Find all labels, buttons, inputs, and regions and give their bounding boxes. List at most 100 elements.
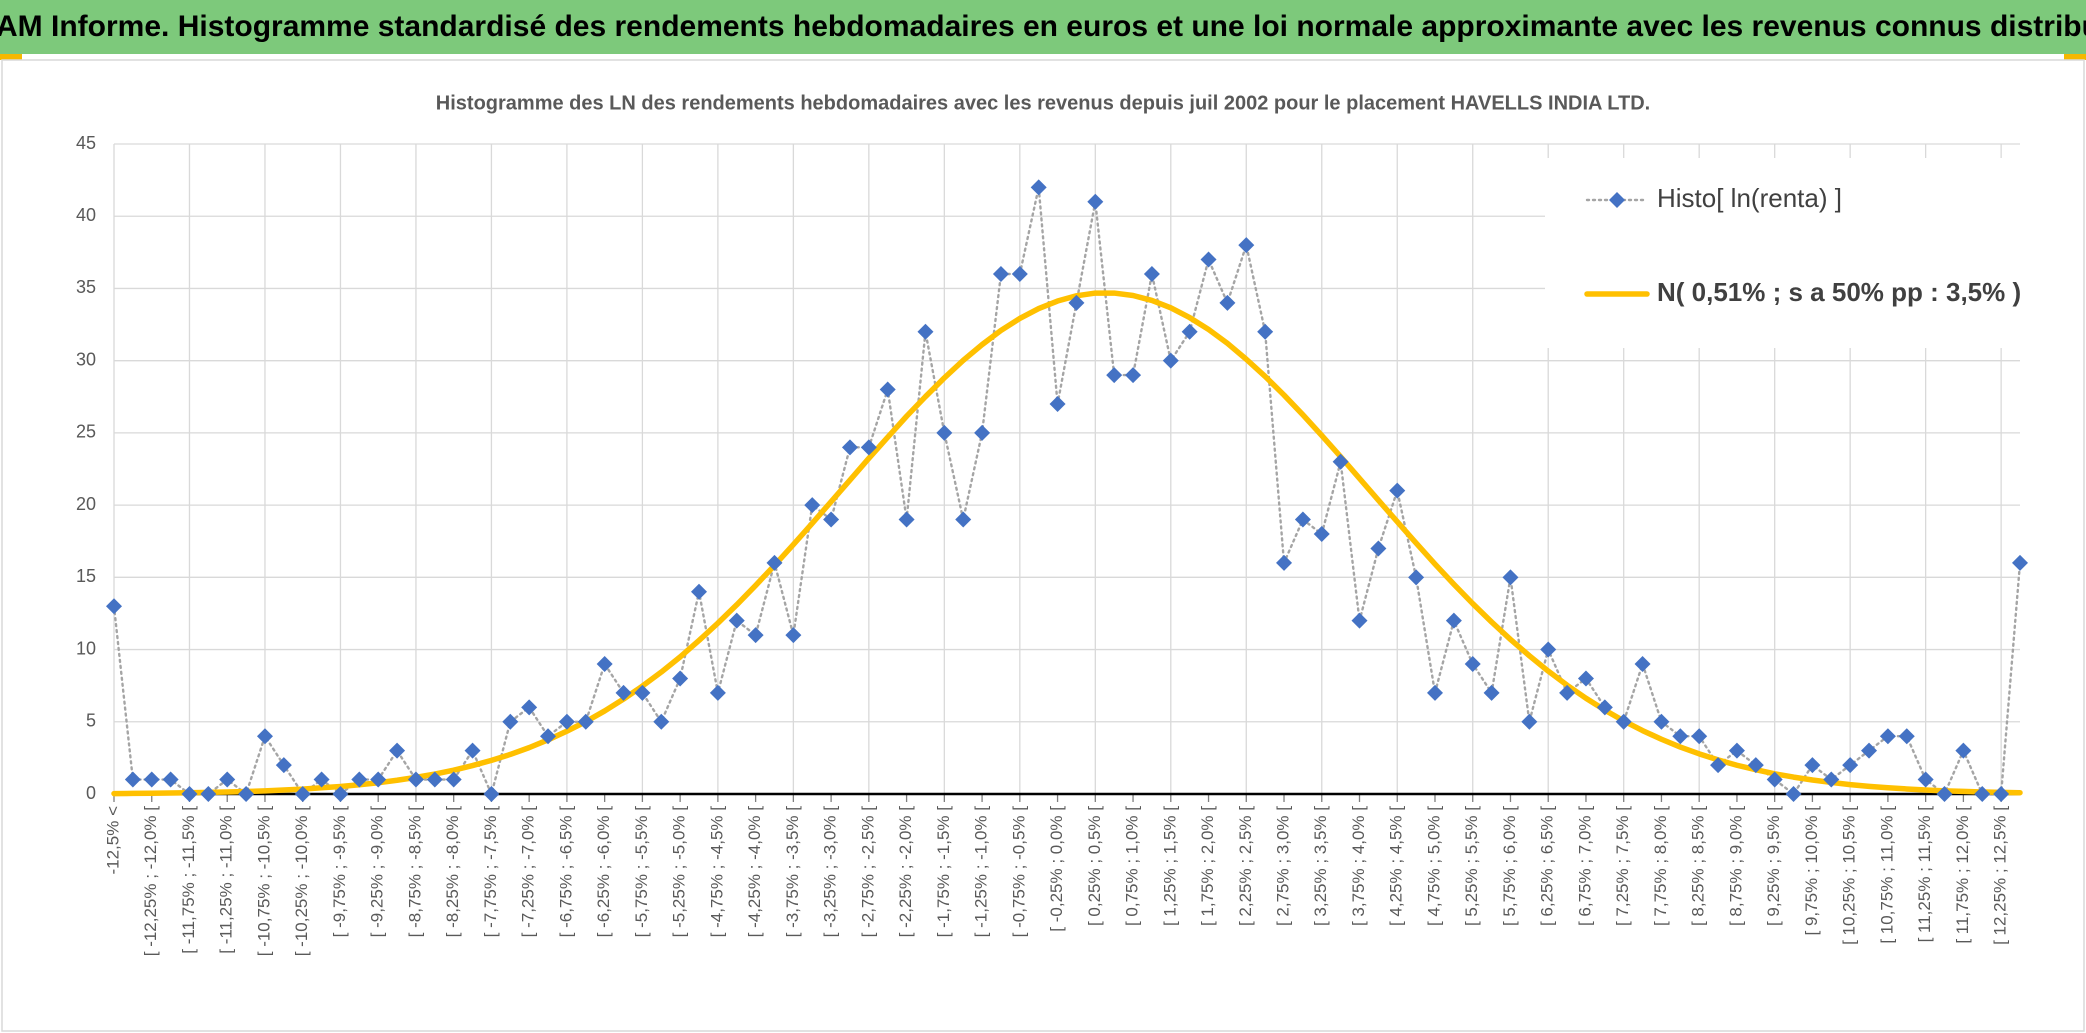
data-point bbox=[1823, 771, 1840, 788]
x-tick-label: [ 1,75% ; 2,0% [ bbox=[1198, 806, 1217, 926]
data-point bbox=[426, 771, 443, 788]
data-point bbox=[351, 771, 368, 788]
x-tick-label: [ 2,75% ; 3,0% [ bbox=[1274, 806, 1293, 926]
data-point bbox=[1238, 237, 1255, 254]
chart-title: Histogramme des LN des rendements hebdom… bbox=[436, 92, 1650, 114]
data-point bbox=[766, 554, 783, 571]
data-point bbox=[1577, 670, 1594, 687]
data-point bbox=[1332, 453, 1349, 470]
data-point bbox=[1974, 786, 1991, 802]
data-point bbox=[1993, 786, 2010, 802]
data-point bbox=[540, 728, 557, 745]
data-point bbox=[1653, 713, 1670, 730]
y-tick-label: 30 bbox=[76, 349, 96, 369]
data-point bbox=[785, 627, 802, 644]
corner-mark bbox=[2064, 54, 2086, 60]
x-tick-label: [ 3,75% ; 4,0% [ bbox=[1349, 806, 1368, 926]
data-point bbox=[1200, 251, 1217, 268]
legend-label: Histo[ ln(renta) ] bbox=[1657, 183, 1842, 213]
data-point bbox=[898, 511, 915, 528]
data-point bbox=[1955, 742, 1972, 759]
x-tick-label: [ -10,25% ; -10,0% [ bbox=[292, 806, 311, 957]
data-point bbox=[445, 771, 462, 788]
data-point bbox=[275, 757, 292, 774]
data-point bbox=[728, 612, 745, 629]
x-tick-label: [ 11,75% ; 12,0% [ bbox=[1953, 806, 1972, 944]
x-tick-label: [ -8,25% ; -8,0% [ bbox=[443, 806, 462, 938]
x-tick-label: [ -1,75% ; -1,5% [ bbox=[934, 806, 953, 938]
y-tick-label: 45 bbox=[76, 133, 96, 153]
data-point bbox=[1483, 684, 1500, 701]
data-point bbox=[1710, 757, 1727, 774]
data-point bbox=[1294, 511, 1311, 528]
data-point bbox=[804, 497, 821, 514]
data-point bbox=[1049, 396, 1066, 412]
x-tick-label: [ -4,25% ; -4,0% [ bbox=[745, 806, 764, 938]
data-point bbox=[464, 742, 481, 759]
data-point bbox=[313, 771, 330, 788]
data-point bbox=[1898, 728, 1915, 745]
data-point bbox=[1596, 699, 1613, 716]
data-point bbox=[823, 511, 840, 528]
data-point bbox=[747, 627, 764, 644]
data-point bbox=[672, 670, 689, 687]
x-tick-label: [ -7,25% ; -7,0% [ bbox=[519, 806, 538, 938]
x-tick-label: [ -5,25% ; -5,0% [ bbox=[670, 806, 689, 938]
page-title: ADAM Informe. Histogramme standardisé de… bbox=[0, 10, 2086, 43]
data-point bbox=[709, 684, 726, 701]
x-tick-label: [ 7,75% ; 8,0% [ bbox=[1651, 806, 1670, 926]
data-point bbox=[1691, 728, 1708, 745]
data-point bbox=[1464, 656, 1481, 672]
data-point bbox=[596, 656, 613, 672]
x-tick-label: [ 8,25% ; 8,5% [ bbox=[1689, 806, 1708, 926]
data-point bbox=[1389, 482, 1406, 499]
x-tick-label: [ -11,75% ; -11,5% [ bbox=[179, 806, 198, 954]
data-point bbox=[691, 583, 708, 600]
data-point bbox=[1728, 742, 1745, 759]
x-tick-label: [ -8,75% ; -8,5% [ bbox=[405, 806, 424, 938]
x-tick-label: [ -3,75% ; -3,5% [ bbox=[783, 806, 802, 938]
data-point bbox=[1521, 713, 1538, 730]
data-point bbox=[992, 266, 1009, 282]
data-point bbox=[917, 323, 934, 340]
x-tick-label: [ 0,75% ; 1,0% [ bbox=[1123, 806, 1142, 926]
data-point bbox=[294, 786, 311, 802]
data-point bbox=[1502, 569, 1519, 586]
x-tick-label: [ -0,75% ; -0,5% [ bbox=[1009, 806, 1028, 938]
data-point bbox=[1125, 367, 1142, 384]
x-tick-label: [ 12,25% ; 12,5% [ bbox=[1991, 806, 2010, 945]
data-point bbox=[1068, 294, 1085, 311]
data-point bbox=[1106, 367, 1123, 384]
data-point bbox=[521, 699, 538, 716]
x-tick-label: [ 2,25% ; 2,5% [ bbox=[1236, 806, 1255, 926]
x-tick-label: [ 7,25% ; 7,5% [ bbox=[1613, 806, 1632, 926]
data-point bbox=[1351, 612, 1368, 629]
data-point bbox=[1313, 526, 1330, 542]
x-tick-label: [ 4,75% ; 5,0% [ bbox=[1424, 806, 1443, 926]
data-point bbox=[181, 786, 198, 802]
data-point bbox=[1162, 352, 1179, 369]
data-point bbox=[1370, 540, 1387, 557]
x-tick-label: [ -5,75% ; -5,5% [ bbox=[632, 806, 651, 938]
data-point bbox=[332, 786, 349, 802]
x-tick-label: [ 8,75% ; 9,0% [ bbox=[1726, 806, 1745, 926]
x-tick-label: [ -9,25% ; -9,0% [ bbox=[368, 806, 387, 938]
data-point bbox=[615, 684, 632, 701]
x-tick-label: [ -2,75% ; -2,5% [ bbox=[858, 806, 877, 938]
x-tick-label: [ 6,25% ; 6,5% [ bbox=[1538, 806, 1557, 926]
data-point bbox=[1861, 742, 1878, 759]
data-point bbox=[1445, 612, 1462, 629]
series-line bbox=[111, 290, 2023, 797]
data-point bbox=[1842, 757, 1859, 774]
y-tick-label: 0 bbox=[86, 783, 96, 803]
x-tick-label: -12,5% < bbox=[103, 806, 122, 875]
y-tick-label: 25 bbox=[76, 422, 96, 442]
x-tick-label: [ -6,25% ; -6,0% [ bbox=[594, 806, 613, 938]
y-tick-label: 35 bbox=[76, 277, 96, 297]
data-point bbox=[1559, 684, 1576, 701]
data-point bbox=[653, 713, 670, 730]
y-tick-label: 15 bbox=[76, 566, 96, 586]
corner-mark bbox=[0, 54, 22, 60]
x-tick-label: [ -12,25% ; -12,0% [ bbox=[141, 806, 160, 957]
